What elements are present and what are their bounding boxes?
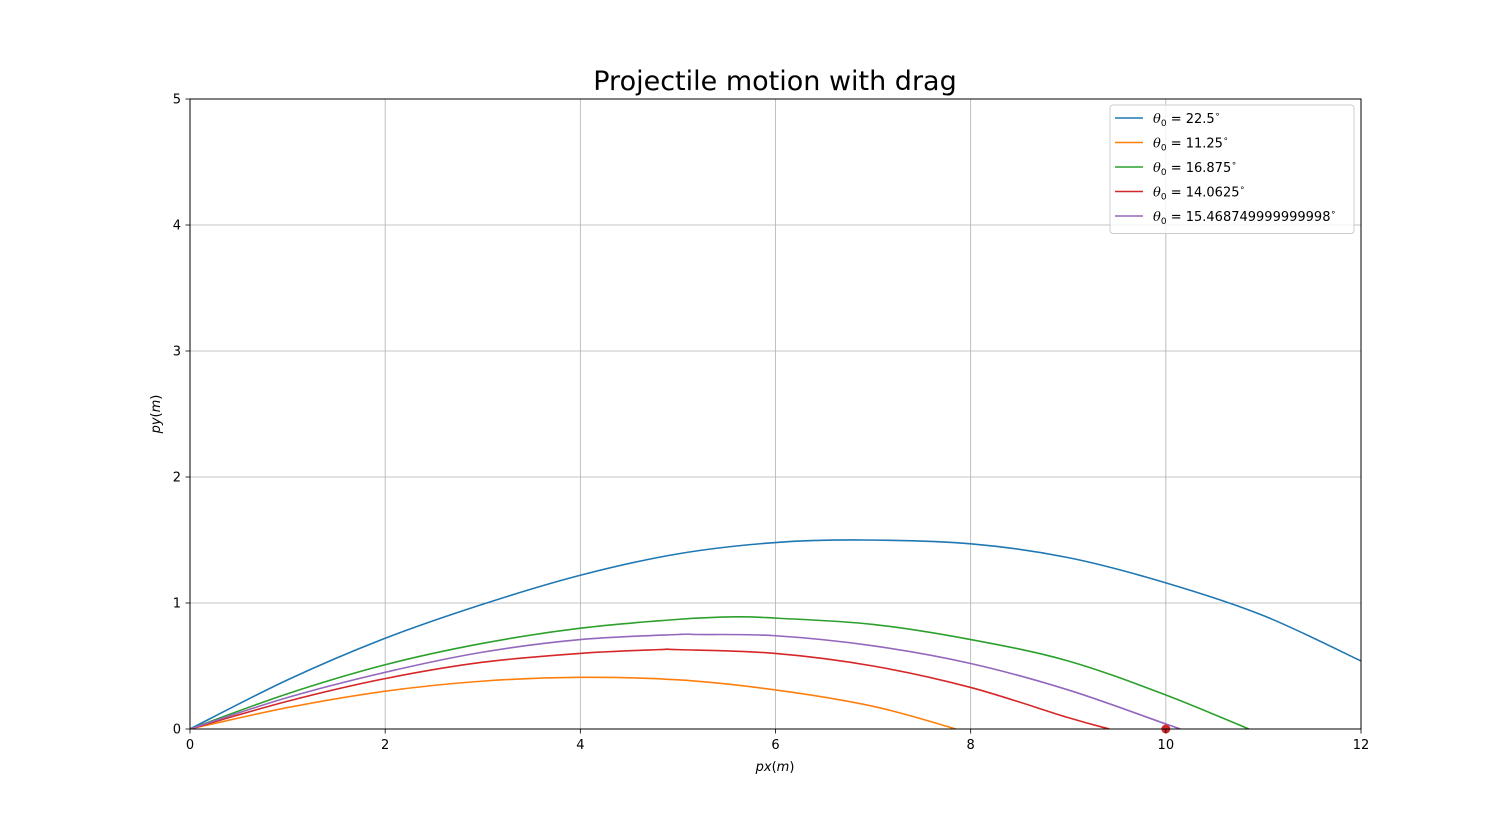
y-tick-label: 2 <box>173 471 181 486</box>
x-tick-label: 12 <box>1353 738 1370 753</box>
x-tick-label: 10 <box>1158 738 1175 753</box>
x-axis-label: px(m) <box>755 760 795 775</box>
chart-title: Projectile motion with drag <box>593 66 957 97</box>
x-tick-label: 0 <box>186 738 194 753</box>
series-line-4 <box>190 633 1181 729</box>
legend-label: θ0 = 11.25∘ <box>1153 135 1229 154</box>
legend-label: θ0 = 22.5∘ <box>1153 110 1220 129</box>
series-line-1 <box>190 676 957 729</box>
x-tick-label: 6 <box>771 738 779 753</box>
y-axis-label: py(m) <box>149 395 164 435</box>
y-tick-label: 0 <box>173 723 181 738</box>
y-tick-label: 4 <box>173 219 181 234</box>
series-line-3 <box>190 648 1110 729</box>
legend-label: θ0 = 16.875∘ <box>1153 159 1237 178</box>
y-tick-label: 3 <box>173 345 181 360</box>
x-axis-label-unit: (m) <box>772 760 795 775</box>
legend-label: θ0 = 14.0625∘ <box>1153 184 1245 203</box>
series-layer <box>190 539 1361 729</box>
y-tick-label: 5 <box>173 93 181 108</box>
y-tick-label: 1 <box>173 597 181 612</box>
x-tick-label: 4 <box>576 738 584 753</box>
legend-box <box>1109 104 1355 234</box>
x-tick-label: 8 <box>967 738 975 753</box>
y-axis-label-base: py <box>149 417 164 434</box>
x-tick-label: 2 <box>381 738 389 753</box>
y-axis-label-unit: (m) <box>149 395 164 418</box>
series-line-0 <box>190 539 1361 729</box>
legend-label: θ0 = 15.468749999999998∘ <box>1153 208 1336 227</box>
x-axis-label-base: px <box>755 760 772 775</box>
series-line-2 <box>190 615 1250 729</box>
legend: θ0 = 22.5∘ θ0 = 11.25∘ θ0 = 16.875∘ θ0 = 14… <box>1109 104 1355 234</box>
